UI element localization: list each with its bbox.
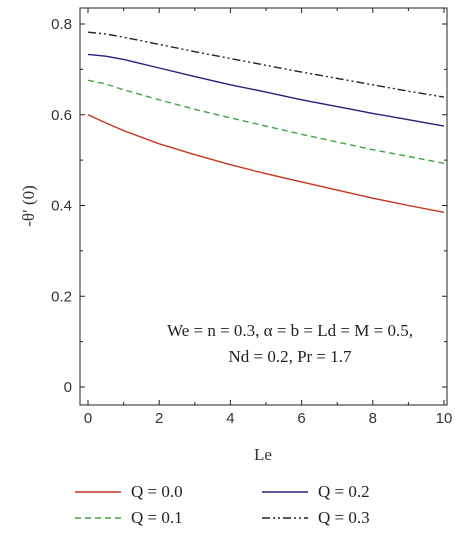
x-tick-label: 10 [436, 410, 453, 427]
legend-label-1: Q = 0.0 [131, 482, 183, 501]
legend-label-4: Q = 0.3 [318, 508, 370, 527]
legend-label-3: Q = 0.2 [318, 482, 370, 501]
legend-label-2: Q = 0.1 [131, 508, 183, 527]
y-tick-label: 0.2 [51, 288, 72, 305]
series-line-1 [87, 114, 445, 213]
x-tick-label: 2 [155, 410, 163, 427]
annotation-line-2: Nd = 0.2, Pr = 1.7 [228, 347, 352, 366]
annotation-line-1: We = n = 0.3, α = b = Ld = M = 0.5, [167, 321, 413, 340]
y-axis-label: -θ′ (0) [19, 185, 38, 227]
legend: Q = 0.0 Q = 0.2 Q = 0.1 Q = 0.3 [75, 482, 370, 527]
x-tick-label: 6 [297, 410, 305, 427]
series-line-3 [87, 53, 445, 127]
y-tick-label: 0.6 [51, 107, 72, 124]
series-line-4 [87, 31, 445, 98]
x-tick-label: 8 [369, 410, 377, 427]
series-lines [87, 31, 445, 213]
x-axis-label: Le [254, 445, 272, 464]
x-tick-label: 0 [84, 410, 92, 427]
y-tick-label: 0.4 [51, 198, 72, 215]
axis-ticks [80, 8, 447, 405]
x-tick-label: 4 [226, 410, 234, 427]
y-tick-label: 0 [64, 379, 72, 396]
plot-area-frame [79, 7, 448, 406]
series-line-2 [87, 79, 445, 164]
y-tick-label: 0.8 [51, 16, 72, 33]
axis-tick-labels: 0 0.2 0.4 0.6 0.8 0 2 4 6 8 10 [51, 16, 452, 427]
